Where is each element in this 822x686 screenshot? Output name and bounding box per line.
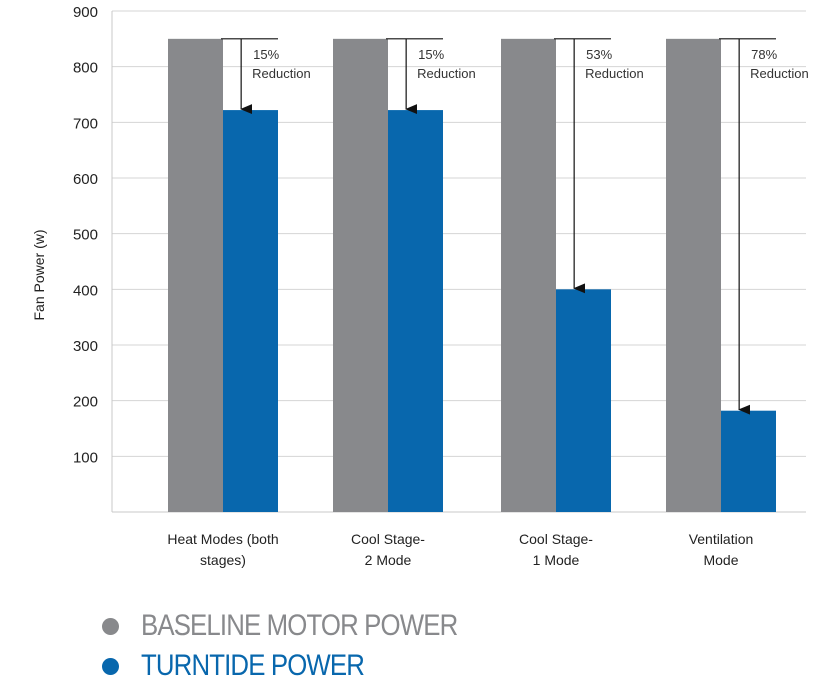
- bar-baseline: [501, 38, 556, 512]
- legend: BASELINE MOTOR POWER TURNTIDE POWER: [102, 606, 509, 686]
- bar-turntide: [556, 289, 611, 512]
- legend-item-baseline: BASELINE MOTOR POWER: [102, 606, 509, 646]
- bar-baseline: [666, 38, 721, 512]
- reduction-text-label: Reduction: [750, 66, 809, 81]
- x-category-label: Ventilation: [689, 531, 754, 547]
- y-tick-label: 400: [73, 282, 98, 299]
- reduction-percent-label: 15%: [418, 47, 444, 62]
- reduction-percent-label: 53%: [586, 47, 612, 62]
- legend-swatch-turntide: [102, 657, 119, 675]
- bar-baseline: [333, 38, 388, 512]
- reduction-text-label: Reduction: [585, 66, 644, 81]
- legend-label-baseline: BASELINE MOTOR POWER: [141, 609, 458, 642]
- reduction-percent-label: 15%: [253, 47, 279, 62]
- bar-baseline: [168, 38, 223, 512]
- y-tick-label: 500: [73, 227, 98, 244]
- y-tick-label: 600: [73, 171, 98, 188]
- y-tick-label: 700: [73, 115, 98, 132]
- reduction-percent-label: 78%: [751, 47, 777, 62]
- x-category-label: Heat Modes (both: [167, 531, 278, 547]
- x-category-label: stages): [200, 552, 246, 568]
- reduction-text-label: Reduction: [252, 66, 311, 81]
- bar-turntide: [388, 110, 443, 512]
- x-category-label: 2 Mode: [365, 552, 412, 568]
- x-category-label: 1 Mode: [533, 552, 580, 568]
- y-tick-label: 800: [73, 60, 98, 77]
- bar-turntide: [721, 410, 776, 512]
- x-category-label: Cool Stage-: [351, 531, 425, 547]
- y-tick-label: 300: [73, 338, 98, 355]
- reduction-text-label: Reduction: [417, 66, 476, 81]
- y-tick-label: 900: [73, 4, 98, 21]
- x-category-label: Cool Stage-: [519, 531, 593, 547]
- y-tick-label: 100: [73, 449, 98, 466]
- legend-item-turntide: TURNTIDE POWER: [102, 646, 509, 686]
- y-axis-label: Fan Power (w): [31, 229, 47, 320]
- legend-swatch-baseline: [102, 617, 119, 635]
- bar-turntide: [223, 110, 278, 512]
- y-tick-label: 200: [73, 394, 98, 411]
- legend-label-turntide: TURNTIDE POWER: [141, 649, 365, 682]
- x-category-label: Mode: [703, 552, 738, 568]
